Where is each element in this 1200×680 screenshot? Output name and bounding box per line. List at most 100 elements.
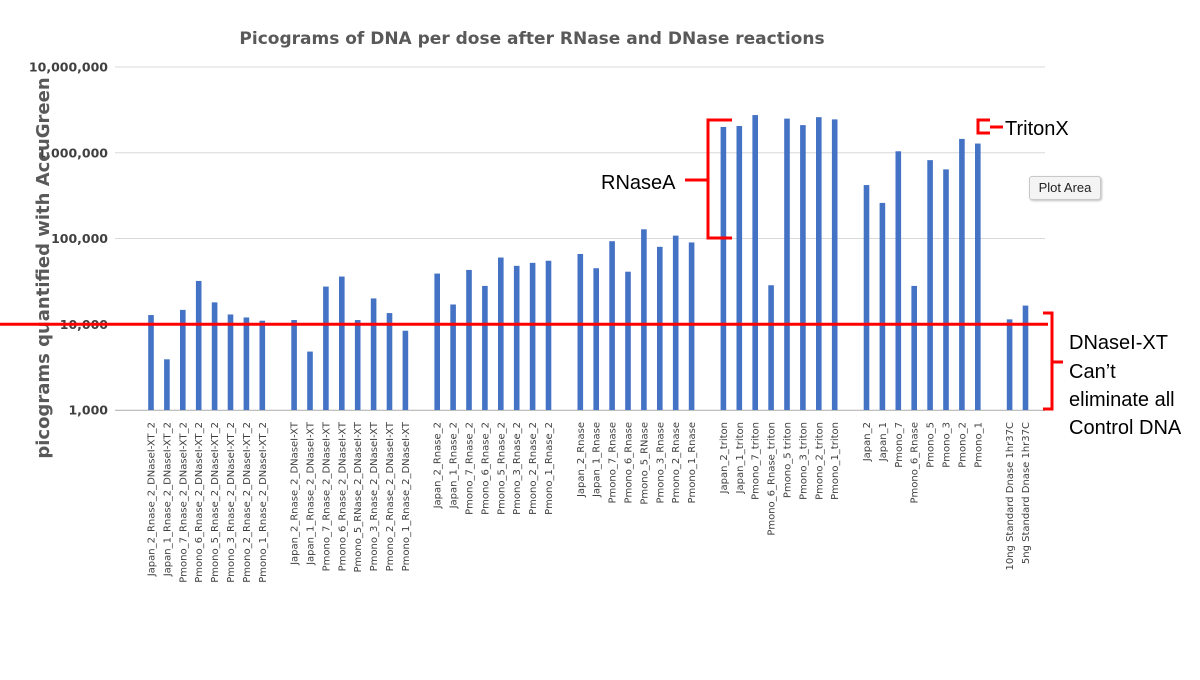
x-tick-label: Pmono_2_Rnase bbox=[671, 422, 682, 503]
bar bbox=[975, 143, 981, 410]
bar bbox=[529, 262, 536, 410]
bar bbox=[736, 126, 743, 411]
bar bbox=[863, 185, 870, 410]
bar bbox=[259, 320, 266, 410]
bar bbox=[211, 302, 218, 410]
x-tick-label: Pmono_7_Rnase bbox=[608, 422, 619, 503]
bar bbox=[339, 276, 345, 410]
x-tick-label: Pmono_6_Rnase_triton bbox=[767, 422, 778, 536]
bar bbox=[466, 269, 472, 410]
bar bbox=[513, 265, 520, 410]
bar bbox=[927, 160, 933, 410]
x-tick-label: Pmono_3_Rnase_2_DNaseI-XT bbox=[369, 421, 380, 571]
annotations: RNaseA TritonX DNaseI-XT Can’t eliminate… bbox=[601, 118, 1182, 439]
bar bbox=[482, 285, 488, 410]
x-tick-label: Japan_2 bbox=[862, 422, 873, 462]
bar bbox=[370, 298, 377, 410]
x-tick-label: Japan_2_Rnase_2_DNaseI-XT_2 bbox=[147, 422, 158, 577]
y-axis-label: picograms quantified with AccuGreen bbox=[33, 77, 54, 458]
x-tick-label: Pmono_1_triton bbox=[830, 422, 841, 500]
annotation-brackets bbox=[685, 118, 1063, 411]
tritonx-bracket bbox=[976, 118, 1003, 135]
bar bbox=[1022, 305, 1029, 410]
bar bbox=[195, 280, 202, 410]
x-tick-label: Pmono_3_triton bbox=[798, 422, 809, 500]
x-tick-label: Pmono_1_Rnase_2_DNaseI-XT bbox=[401, 421, 412, 571]
bar bbox=[943, 169, 949, 410]
x-tick-label: Pmono_1_Rnase_2_DNaseI-XT_2 bbox=[258, 422, 269, 583]
x-tick-label: Japan_1_Rnase_2 bbox=[449, 422, 460, 509]
bar bbox=[434, 273, 440, 410]
x-tick-label: Pmono_2_Rnase_2 bbox=[528, 422, 539, 515]
x-tick-label: 10ng Standard Dnase 1hr37C bbox=[1005, 422, 1016, 571]
x-tick-label: Pmono_1_Rnase_2 bbox=[544, 422, 555, 515]
x-tick-label: Pmono_5 triton bbox=[783, 422, 794, 498]
bar bbox=[800, 125, 806, 411]
dnase-bracket bbox=[1043, 311, 1063, 411]
annotation-dnase-line2: Can’t bbox=[1069, 361, 1116, 383]
x-tick-label: Japan_1_Rnase bbox=[592, 422, 603, 498]
bar bbox=[641, 229, 647, 410]
x-tick-label: Pmono_2_Rnase_2_DNaseI-XT_2 bbox=[242, 422, 253, 583]
x-tick-label: Pmono_5_Rnase_2 bbox=[496, 422, 507, 515]
bar bbox=[1006, 319, 1013, 410]
y-tick-label: 1,000 bbox=[68, 403, 108, 418]
bar bbox=[657, 246, 663, 410]
bar bbox=[498, 257, 504, 410]
x-tick-label: Japan_1 bbox=[878, 422, 889, 462]
bar bbox=[180, 309, 186, 410]
x-tick-label: Japan_2_Rnase_2_DNaseI-XT bbox=[290, 421, 301, 566]
x-tick-label: Pmono_5_RNase bbox=[639, 422, 650, 505]
x-tick-label: Pmono_2_Rnase_2_DNaseI-XT bbox=[385, 421, 396, 571]
x-tick-label: Pmono_6_Rnase_2 bbox=[480, 422, 491, 515]
bar bbox=[768, 285, 774, 410]
y-tick-label: 100,000 bbox=[51, 231, 108, 246]
chart-title: Picograms of DNA per dose after RNase an… bbox=[239, 29, 824, 49]
x-tick-label: Pmono_6_Rnase_2_DNaseI-XT_2 bbox=[194, 422, 205, 583]
x-tick-label: Pmono_5_Rnase_2_DNaseI-XT_2 bbox=[210, 422, 221, 583]
x-tick-label: Pmono_3_Rnase bbox=[655, 422, 666, 503]
x-tick-label: Pmono_5 bbox=[926, 422, 937, 468]
bar bbox=[831, 119, 838, 411]
x-tick-label: Pmono_3 bbox=[942, 422, 953, 468]
annotation-dnase-line3: eliminate all bbox=[1069, 389, 1175, 411]
x-tick-label: Japan_2_triton bbox=[719, 422, 730, 494]
x-tick-label: Pmono_2_triton bbox=[814, 422, 825, 500]
bar bbox=[402, 330, 409, 410]
x-tick-label: Pmono_6_Rnase bbox=[910, 422, 921, 503]
bar bbox=[752, 115, 758, 411]
bar bbox=[148, 315, 154, 410]
bar bbox=[386, 313, 393, 410]
bar-series bbox=[148, 115, 1029, 411]
bar bbox=[593, 268, 599, 410]
x-tick-label: Pmono_7 bbox=[894, 422, 905, 468]
x-tick-label: Japan_2_Rnase bbox=[576, 422, 587, 498]
bar bbox=[243, 317, 250, 410]
annotation-rnasea: RNaseA bbox=[601, 172, 676, 194]
x-tick-label: Japan_1_triton bbox=[735, 422, 746, 494]
x-tick-label: Japan_2_Rnase_2 bbox=[433, 422, 444, 509]
x-tick-label: Pmono_6_Rnase_2_DNaseI-XT bbox=[337, 421, 348, 571]
x-tick-label: Pmono_7_triton bbox=[751, 422, 762, 500]
rnasea-bracket bbox=[685, 118, 732, 240]
annotation-dnase-line4: Control DNA bbox=[1069, 417, 1182, 439]
bar bbox=[816, 117, 822, 410]
annotation-tritonx: TritonX bbox=[1005, 118, 1069, 140]
bar bbox=[450, 304, 456, 410]
x-tick-label: 5ng Standard Dnase 1hr37C bbox=[1021, 422, 1032, 564]
plot-area-tooltip: Plot Area bbox=[1029, 176, 1101, 200]
x-axis-ticks: Japan_2_Rnase_2_DNaseI-XT_2 Japan_1_Rnase… bbox=[147, 421, 1033, 583]
x-tick-label: Pmono_1_Rnase bbox=[687, 422, 698, 503]
x-tick-label: Pmono_1 bbox=[973, 422, 984, 468]
bar bbox=[688, 242, 695, 410]
x-tick-label: Pmono_3_Rnase_2_DNaseI-XT_2 bbox=[226, 422, 237, 583]
bar bbox=[911, 285, 917, 410]
bar bbox=[577, 253, 584, 410]
x-tick-label: Japan_1_Rnase_2_DNaseI-XT bbox=[306, 421, 317, 566]
x-tick-label: Japan_1_Rnase_2_DNaseI-XT_2 bbox=[162, 422, 173, 577]
bar bbox=[354, 320, 361, 410]
x-tick-label: Pmono_6_Rnase bbox=[624, 422, 635, 503]
bar bbox=[959, 138, 965, 410]
